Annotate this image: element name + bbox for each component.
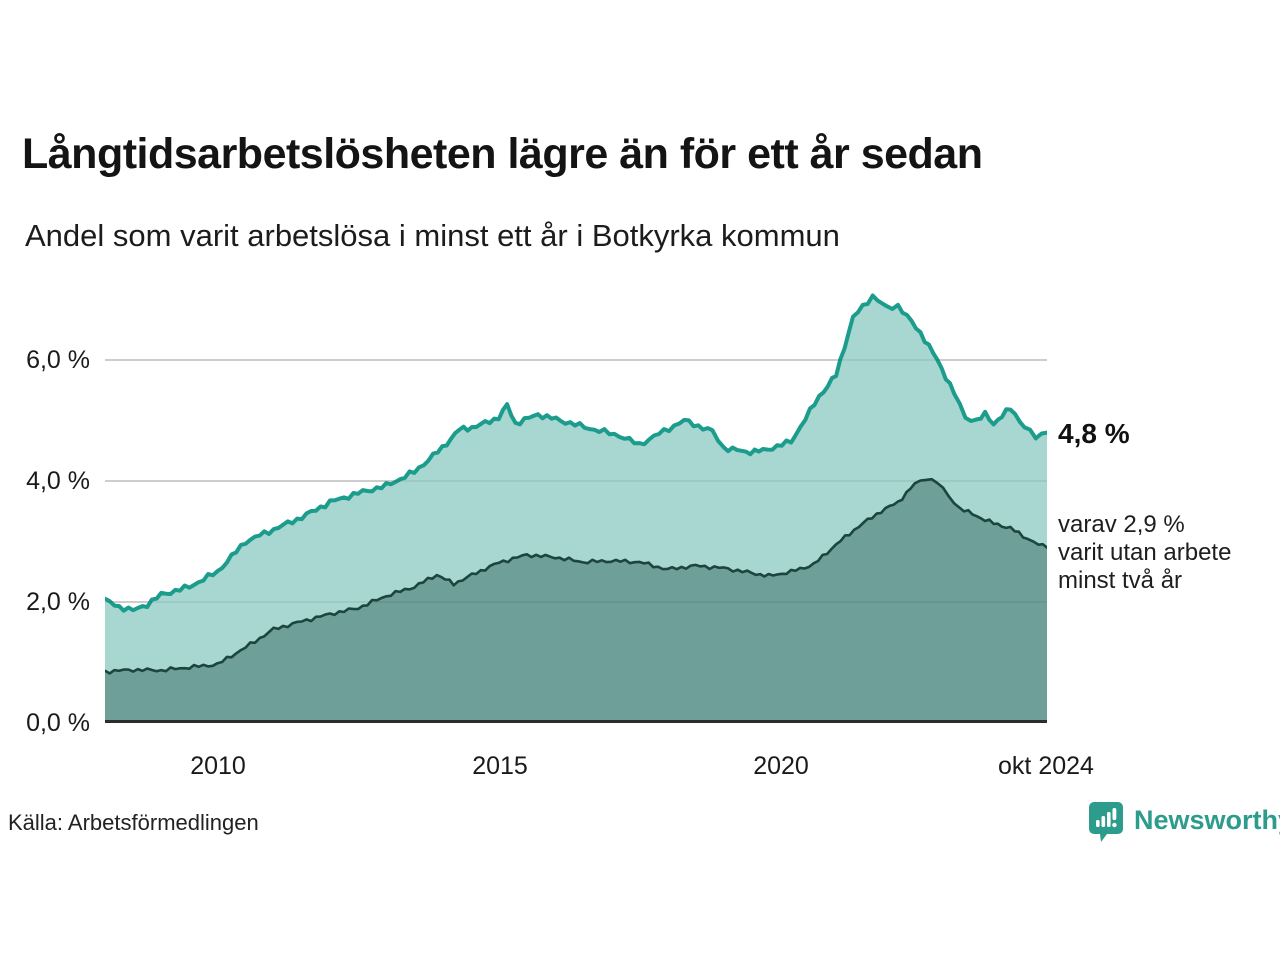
annotation-line-3: minst två år <box>1058 567 1183 594</box>
secondary-value-annotation: varav 2,9 % varit utan arbete minst två … <box>1058 511 1231 595</box>
x-axis-tick-2020: 2020 <box>753 752 809 780</box>
x-axis-tick-2010: 2010 <box>190 752 246 780</box>
annotation-line-2: varit utan arbete <box>1058 539 1232 566</box>
newsworthy-logo-text: Newsworthy <box>1134 805 1280 835</box>
x-axis-tick-2015: 2015 <box>472 752 528 780</box>
newsworthy-logo-icon <box>1089 802 1123 842</box>
x-axis-tick-okt-2024: okt 2024 <box>998 752 1094 780</box>
y-axis-tick-2: 2,0 % <box>26 588 90 616</box>
annotation-line-1: varav 2,9 % <box>1058 511 1185 538</box>
latest-value-label: 4,8 % <box>1058 418 1130 449</box>
y-axis-tick-6: 6,0 % <box>26 346 90 374</box>
unemployment-area-chart <box>103 293 1049 723</box>
source-attribution: Källa: Arbetsförmedlingen <box>8 810 259 835</box>
plot-area <box>103 285 1049 723</box>
page-subtitle: Andel som varit arbetslösa i minst ett å… <box>25 218 840 253</box>
y-axis-tick-0: 0,0 % <box>26 709 90 737</box>
newsworthy-logo: Newsworthy <box>1088 801 1280 843</box>
page-title: Långtidsarbetslösheten lägre än för ett … <box>22 130 983 178</box>
y-axis-tick-4: 4,0 % <box>26 467 90 495</box>
